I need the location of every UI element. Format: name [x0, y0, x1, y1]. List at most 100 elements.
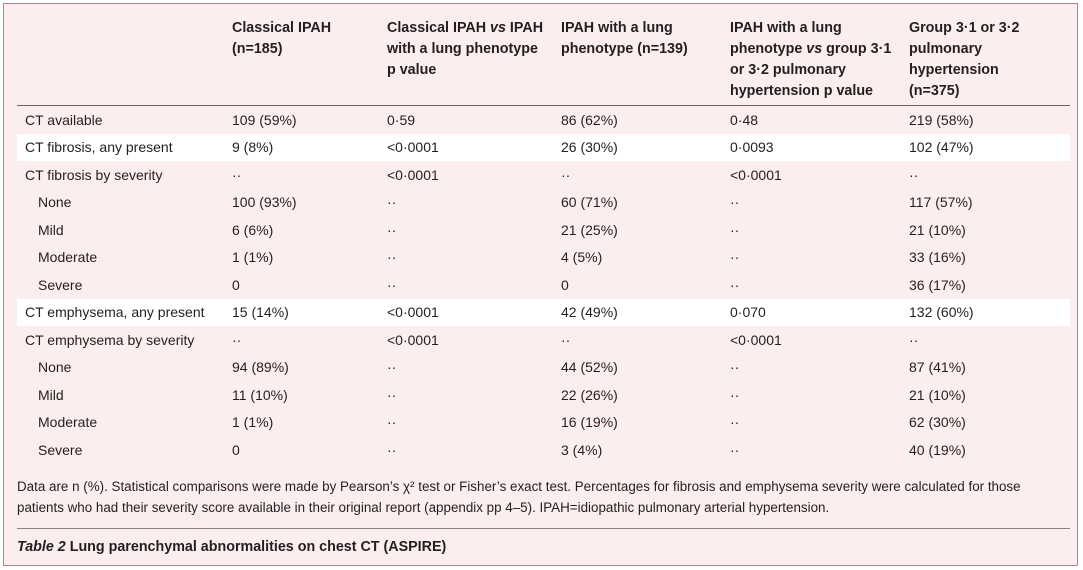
- table-cell: 0·0093: [730, 139, 774, 156]
- header-text: Classical IPAH: [387, 20, 491, 36]
- table-cell: ··: [561, 331, 571, 348]
- caption-label: Table 2: [17, 539, 66, 555]
- table-cell: 0: [232, 276, 240, 293]
- table-cell: 0: [232, 441, 240, 458]
- table-cell: 0·48: [730, 111, 759, 128]
- row-label: CT fibrosis by severity: [25, 166, 163, 183]
- table-row: Mild 11 (10%) ·· 22 (26%) ·· 21 (10%): [17, 381, 1070, 409]
- row-label: Moderate: [38, 249, 98, 266]
- header-cell: IPAH with a lung phenotype (n=139): [553, 10, 722, 106]
- table-cell: ··: [909, 331, 919, 348]
- table-row: Mild 6 (6%) ·· 21 (25%) ·· 21 (10%): [17, 216, 1070, 244]
- header-cell: IPAH with a lung phenotype vs group 3·1 …: [722, 10, 901, 106]
- table-cell: 33 (16%): [909, 249, 966, 266]
- header-line: hypertension: [909, 62, 999, 78]
- table-row: CT emphysema, any present 15 (14%) <0·0001…: [17, 298, 1070, 326]
- table-cell: ··: [387, 194, 397, 211]
- table-cell: ··: [730, 441, 740, 458]
- table-cell: ··: [561, 166, 571, 183]
- table-cell: 36 (17%): [909, 276, 966, 293]
- table-cell: <0·0001: [387, 166, 439, 183]
- table-cell: ··: [730, 221, 740, 238]
- table-cell: ··: [730, 276, 740, 293]
- row-label: Moderate: [38, 414, 98, 431]
- header-cell: [17, 10, 224, 106]
- table-cell: 219 (58%): [909, 111, 974, 128]
- row-label: Severe: [38, 441, 83, 458]
- row-label: Severe: [38, 276, 83, 293]
- header-line: Group 3·1 or 3·2: [909, 20, 1020, 36]
- row-label: CT emphysema by severity: [25, 331, 195, 348]
- table-cell: 0·59: [387, 111, 416, 128]
- table-cell: ··: [909, 166, 919, 183]
- table-cell: 6 (6%): [232, 221, 274, 238]
- table-cell: <0·0001: [387, 304, 439, 321]
- table-cell: 1 (1%): [232, 414, 274, 431]
- header-italic: vs: [490, 20, 506, 36]
- table-cell: 42 (49%): [561, 304, 618, 321]
- header-line: phenotype (n=139): [561, 41, 688, 57]
- table-cell: 0·070: [730, 304, 766, 321]
- table-frame: Classical IPAH (n=185) Classical IPAH vs…: [3, 3, 1078, 566]
- header-line: with a lung phenotype: [387, 41, 538, 57]
- table-cell: 94 (89%): [232, 359, 289, 376]
- table-cell: 21 (10%): [909, 221, 966, 238]
- table-cell: 21 (10%): [909, 386, 966, 403]
- table-row: Moderate 1 (1%) ·· 4 (5%) ·· 33 (16%): [17, 244, 1070, 272]
- header-text: phenotype: [730, 41, 807, 57]
- table-cell: ··: [387, 359, 397, 376]
- table-head: Classical IPAH (n=185) Classical IPAH vs…: [17, 10, 1070, 106]
- table-cell: ··: [387, 221, 397, 238]
- table-cell: 62 (30%): [909, 414, 966, 431]
- row-label: Mild: [38, 386, 64, 403]
- table-cell: ··: [730, 414, 740, 431]
- header-cell: Classical IPAH (n=185): [224, 10, 379, 106]
- table-cell: 0: [561, 276, 569, 293]
- table-cell: ··: [387, 441, 397, 458]
- caption: Table 2 Lung parenchymal abnormalities o…: [17, 539, 446, 555]
- table-cell: 11 (10%): [232, 386, 288, 403]
- table-cell: <0·0001: [387, 139, 439, 156]
- table-cell: ··: [232, 166, 242, 183]
- header-line: (n=375): [909, 83, 960, 99]
- header-cell: Group 3·1 or 3·2 pulmonary hypertension …: [901, 10, 1070, 106]
- footnote: Data are n (%). Statistical comparisons …: [17, 479, 1021, 515]
- table-cell: 117 (57%): [909, 194, 973, 211]
- table-body: CT available 109 (59%) 0·59 86 (62%) 0·48 219…: [17, 106, 1070, 464]
- table-cell: 86 (62%): [561, 111, 618, 128]
- header-line: pulmonary: [909, 41, 983, 57]
- table-row: Severe 0 ·· 0 ·· 36 (17%): [17, 271, 1070, 299]
- table-cell: 4 (5%): [561, 249, 603, 266]
- table-cell: 1 (1%): [232, 249, 274, 266]
- header-line: hypertension p value: [730, 83, 874, 99]
- row-label: None: [38, 194, 72, 211]
- table-cell: 132 (60%): [909, 304, 974, 321]
- row-label: CT fibrosis, any present: [25, 139, 173, 156]
- header-line: Classical IPAH vs IPAH: [387, 18, 545, 39]
- table-row: Severe 0 ·· 3 (4%) ·· 40 (19%): [17, 436, 1070, 464]
- caption-text: Lung parenchymal abnormalities on chest …: [69, 539, 447, 555]
- table-cell: ··: [387, 386, 397, 403]
- table-cell: 22 (26%): [561, 386, 618, 403]
- header-line: or 3·2 pulmonary: [730, 62, 846, 78]
- divider: [17, 528, 1070, 529]
- table-row: None 100 (93%) ·· 60 (71%) ·· 117 (57%): [17, 189, 1070, 217]
- table-row: CT fibrosis, any present 9 (8%) <0·0001 26 …: [17, 133, 1070, 161]
- table-cell: ··: [387, 276, 397, 293]
- table-cell: ··: [730, 194, 740, 211]
- header-row: Classical IPAH (n=185) Classical IPAH vs…: [17, 10, 1070, 106]
- header-line: (n=185): [232, 41, 283, 57]
- header-line: p value: [387, 62, 437, 78]
- table-cell: 60 (71%): [561, 194, 618, 211]
- table-cell: 16 (19%): [561, 414, 618, 431]
- table-cell: ··: [730, 249, 740, 266]
- header-text: IPAH: [505, 20, 544, 36]
- table-cell: ··: [730, 359, 740, 376]
- row-label: CT emphysema, any present: [25, 304, 205, 321]
- header-line: IPAH with a lung: [730, 20, 842, 36]
- row-label: Mild: [38, 221, 64, 238]
- table-cell: 15 (14%): [232, 304, 289, 321]
- table-cell: 9 (8%): [232, 139, 274, 156]
